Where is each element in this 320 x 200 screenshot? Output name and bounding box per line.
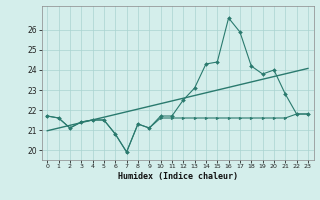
X-axis label: Humidex (Indice chaleur): Humidex (Indice chaleur): [118, 172, 237, 181]
